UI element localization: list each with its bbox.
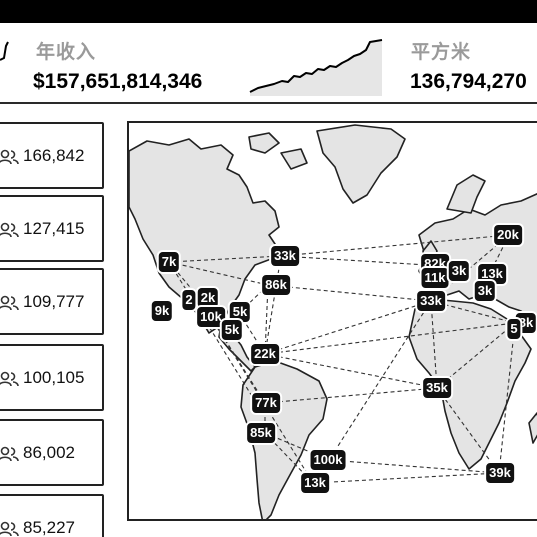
map-badge[interactable]: 11k: [419, 266, 451, 290]
stat-card[interactable]: 166,842: [0, 122, 104, 189]
landmass-arctic-island: [248, 132, 280, 154]
map-badge[interactable]: 5: [505, 317, 523, 341]
stat-value: 100,105: [23, 368, 85, 387]
kpi-partial-sparkline: [0, 41, 9, 61]
stat-card[interactable]: 109,777: [0, 268, 104, 335]
map-badge[interactable]: 20k: [492, 223, 524, 247]
users-icon: [0, 521, 19, 537]
map-badge[interactable]: 33k: [415, 289, 447, 313]
users-icon: [0, 371, 19, 387]
map-badge[interactable]: 3k: [446, 259, 472, 283]
world-map-panel[interactable]: 7k 33k 86k 9k 2 2k 10k 5k 5k 22k 77k 85k…: [127, 121, 537, 521]
stat-value: 166,842: [23, 146, 85, 165]
map-badge[interactable]: 86k: [260, 273, 292, 297]
stats-list: 166,842 127,415 109,777 100,105: [0, 120, 106, 537]
map-badge[interactable]: 35k: [421, 376, 453, 400]
revenue-sparkline: [249, 39, 383, 96]
users-icon: [0, 149, 19, 165]
stat-card[interactable]: 100,105: [0, 344, 104, 411]
stat-value: 86,002: [23, 443, 75, 462]
map-badge[interactable]: 3k: [472, 279, 498, 303]
landmass-arctic-island: [280, 148, 308, 170]
map-badge[interactable]: 22k: [249, 342, 281, 366]
stat-card[interactable]: 86,002: [0, 419, 104, 486]
map-badge[interactable]: 13k: [299, 471, 331, 495]
landmass-greenland: [316, 124, 406, 204]
map-badge[interactable]: 85k: [245, 421, 277, 445]
map-badge[interactable]: 77k: [250, 391, 282, 415]
top-bar: [0, 0, 537, 23]
users-icon: [0, 446, 19, 462]
kpi-label-revenue: 年收入: [36, 42, 97, 63]
kpi-label-area: 平方米: [411, 42, 472, 63]
map-badge[interactable]: 100k: [308, 448, 348, 472]
map-badge[interactable]: 39k: [484, 461, 516, 485]
map-badge[interactable]: 33k: [269, 244, 301, 268]
users-icon: [0, 222, 19, 238]
kpi-value-area: 136,794,270: [410, 70, 527, 93]
stat-value: 85,227: [23, 518, 75, 537]
map-badge[interactable]: 13k: [476, 262, 508, 286]
map-badge[interactable]: 7k: [156, 250, 182, 274]
stat-value: 109,777: [23, 292, 85, 311]
map-badge[interactable]: 9k: [149, 299, 175, 323]
route-lines: [168, 234, 516, 484]
stat-value: 127,415: [23, 219, 85, 238]
stat-card[interactable]: 85,227: [0, 494, 104, 537]
landmass-madagascar: [528, 412, 537, 444]
stat-card[interactable]: 127,415: [0, 195, 104, 262]
map-badge[interactable]: 5k: [219, 318, 245, 342]
header-divider: [0, 102, 537, 104]
kpi-value-revenue: $157,651,814,346: [33, 70, 203, 93]
users-icon: [0, 295, 19, 311]
landmass-scandinavia: [446, 174, 486, 214]
